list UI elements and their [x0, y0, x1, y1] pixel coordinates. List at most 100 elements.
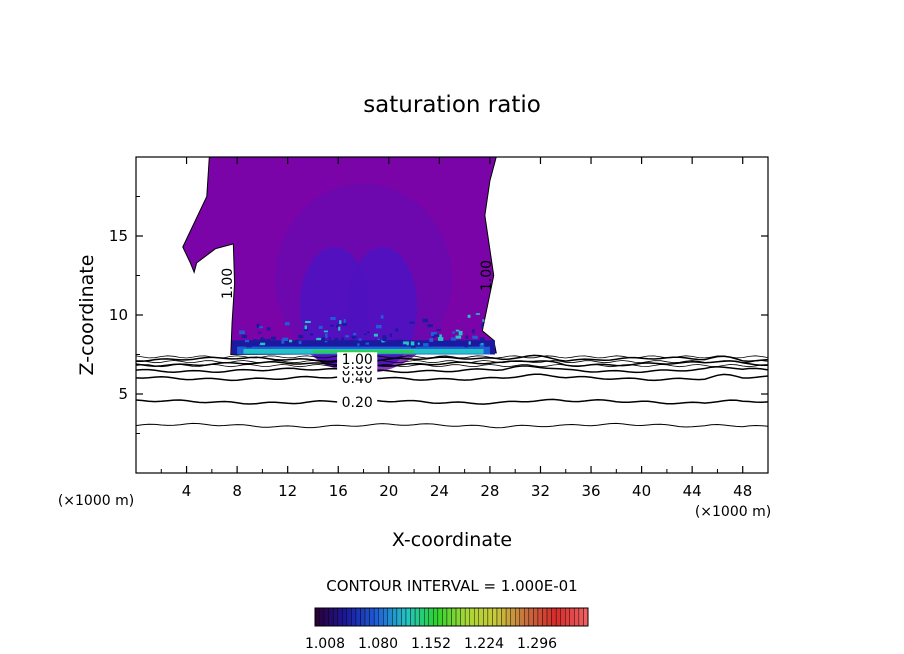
- colorbar-swatch: [565, 607, 571, 627]
- cloud-speckle: [318, 325, 323, 329]
- contour-label: 1.00: [479, 260, 495, 291]
- cloud-speckle: [323, 330, 328, 333]
- x-tick-label: 36: [581, 482, 600, 500]
- cloud-speckle: [330, 317, 336, 320]
- cloud-speckle: [330, 324, 334, 327]
- cloud-speckle: [257, 341, 261, 345]
- cloud-speckle: [341, 323, 348, 326]
- cloud-speckle: [336, 324, 340, 328]
- contour-label: 1.00: [220, 268, 236, 299]
- cloud-speckle: [273, 342, 277, 345]
- colorbar-swatch: [478, 607, 484, 627]
- x-unit-label-right: (×1000 m): [695, 504, 771, 520]
- colorbar-swatch: [560, 607, 566, 627]
- colorbar-swatch: [464, 607, 470, 627]
- contour-label: 0.20: [342, 395, 373, 411]
- cloud-speckle: [394, 339, 401, 342]
- cloud-speckle: [302, 343, 308, 347]
- contour-lines: 0.200.400.600.801.00: [135, 352, 769, 429]
- cloud-speckle: [367, 331, 370, 334]
- colorbar-swatch: [414, 607, 420, 627]
- x-tick-label: 16: [329, 482, 348, 500]
- inner-core: [347, 247, 418, 368]
- x-tick-label: 20: [379, 482, 398, 500]
- colorbar-labels: 1.008 1.080 1.152 1.224 1.296: [305, 636, 557, 652]
- x-tick-label: 28: [480, 482, 499, 500]
- colorbar-swatch: [574, 607, 580, 627]
- colorbar-swatch: [328, 607, 334, 627]
- colorbar-swatch: [496, 607, 502, 627]
- cloud-speckle: [258, 331, 262, 334]
- colorbar-swatch: [383, 607, 389, 627]
- colorbar-swatch: [551, 607, 557, 627]
- cloud-speckle: [458, 330, 463, 336]
- x-tick-label: 44: [683, 482, 702, 500]
- y-tick-label: 15: [109, 227, 128, 245]
- colorbar-swatch: [583, 607, 589, 627]
- colorbar-swatch: [360, 607, 366, 627]
- cloud-speckle: [373, 333, 378, 337]
- cloud-speckle: [365, 342, 370, 345]
- colorbar-swatch: [373, 607, 379, 627]
- cloud-speckle: [334, 340, 337, 345]
- cloud-speckle: [253, 339, 258, 343]
- cloud-speckle: [417, 342, 420, 345]
- supersaturated-region: 1.00 1.00: [182, 156, 497, 374]
- cloud-speckle: [256, 323, 260, 328]
- cloud-speckle: [437, 337, 444, 341]
- cloud-speckle: [239, 330, 245, 335]
- colorbar-label: 1.008: [305, 636, 345, 652]
- chart-title: saturation ratio: [363, 92, 541, 118]
- colorbar-swatch: [510, 607, 516, 627]
- colorbar-swatch: [424, 607, 429, 627]
- cloud-speckle: [376, 324, 382, 329]
- cloud-speckle: [262, 338, 266, 341]
- cloud-speckle: [450, 337, 457, 341]
- colorbar-swatch: [519, 607, 525, 627]
- contour-line: [135, 365, 769, 374]
- colorbar-swatch: [355, 607, 361, 627]
- contour-label-bg: [337, 394, 378, 409]
- colorbar-swatch: [387, 607, 393, 627]
- colorbar-swatch: [437, 607, 443, 627]
- cloud-speckle: [350, 339, 355, 343]
- colorbar-swatch: [455, 607, 461, 627]
- cloud-speckle: [338, 326, 341, 331]
- cloud-speckle: [380, 315, 384, 319]
- contour-line: [135, 398, 769, 405]
- cloud-speckle: [310, 333, 314, 336]
- cloud-speckle: [324, 340, 328, 343]
- cloud-speckle: [480, 343, 483, 345]
- cloud-speckle: [260, 337, 264, 342]
- cloud-speckle: [454, 342, 459, 347]
- base-band-max: [312, 350, 415, 353]
- colorbar-swatch: [346, 607, 352, 627]
- y-axis-ticks: 5 10 15: [109, 196, 768, 434]
- colorbar-swatch: [533, 607, 539, 627]
- colorbar-swatch: [578, 607, 584, 627]
- contour-interval-text: CONTOUR INTERVAL = 1.000E-01: [326, 577, 577, 595]
- colorbar-swatch: [569, 607, 575, 627]
- cloud-speckle: [278, 342, 283, 346]
- contour-line: [135, 373, 769, 382]
- colorbar-swatch: [396, 607, 402, 627]
- cloud-speckle: [436, 329, 442, 331]
- colorbar-swatch: [524, 607, 530, 627]
- cloud-speckle: [482, 319, 485, 322]
- cloud-speckle: [382, 337, 387, 342]
- cloud-speckle: [465, 335, 469, 339]
- cloud-speckle: [455, 335, 462, 339]
- colorbar-swatch: [483, 607, 489, 627]
- cloud-speckle: [246, 343, 252, 348]
- contour-line: [135, 360, 768, 367]
- cloud-speckle: [382, 335, 387, 338]
- colorbar-label: 1.080: [358, 636, 398, 652]
- colorbar-swatch: [392, 607, 398, 627]
- contour-line: [135, 422, 769, 429]
- x-tick-label: 4: [182, 482, 192, 500]
- colorbar-swatch: [314, 607, 320, 627]
- cloud-speckle: [475, 313, 481, 315]
- y-tick-label: 5: [118, 385, 128, 403]
- colorbar-swatch: [369, 607, 375, 627]
- colorbar-swatch: [501, 607, 507, 627]
